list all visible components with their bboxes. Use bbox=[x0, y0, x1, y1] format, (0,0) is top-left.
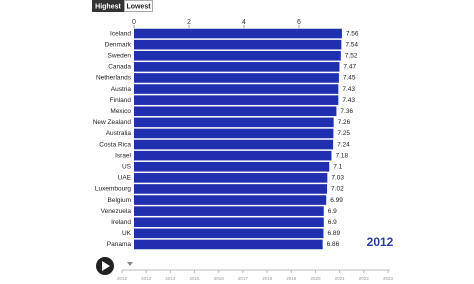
bar bbox=[134, 128, 334, 139]
timeline-label: 2022 bbox=[359, 276, 370, 281]
timeline-label: 2020 bbox=[310, 276, 321, 281]
bar bbox=[134, 117, 334, 128]
value-label: 7.43 bbox=[342, 86, 355, 93]
play-icon[interactable] bbox=[102, 261, 110, 271]
x-tick-label: 6 bbox=[297, 19, 301, 26]
category-label: Ireland bbox=[111, 219, 131, 226]
value-label: 7.03 bbox=[331, 175, 344, 182]
bar bbox=[134, 50, 341, 61]
value-label: 6.9 bbox=[328, 208, 337, 215]
category-label: Sweden bbox=[108, 52, 132, 59]
category-label: UK bbox=[122, 230, 132, 237]
bar bbox=[134, 239, 323, 250]
timeline-label: 2019 bbox=[286, 276, 297, 281]
category-label: Iceland bbox=[110, 30, 131, 37]
timeline-label: 2017 bbox=[238, 276, 249, 281]
category-label: Costa Rica bbox=[99, 141, 131, 148]
timeline-handle[interactable] bbox=[127, 262, 133, 266]
category-label: Belgium bbox=[108, 197, 131, 204]
timeline-label: 2023 bbox=[383, 276, 394, 281]
bar bbox=[134, 95, 339, 105]
category-label: Mexico bbox=[110, 108, 131, 115]
timeline-label: 2014 bbox=[165, 276, 176, 281]
value-label: 7.43 bbox=[342, 97, 355, 104]
timeline-label: 2016 bbox=[214, 276, 225, 281]
bar bbox=[134, 28, 342, 39]
bar bbox=[134, 206, 324, 216]
value-label: 7.24 bbox=[337, 141, 350, 148]
timeline-label: 2015 bbox=[190, 276, 201, 281]
value-label: 7.25 bbox=[337, 130, 350, 137]
value-label: 7.47 bbox=[343, 64, 356, 71]
timeline-label: 2012 bbox=[117, 276, 128, 281]
timeline-label: 2021 bbox=[335, 276, 346, 281]
value-label: 7.02 bbox=[331, 186, 344, 193]
year-annotation: 2012 bbox=[367, 235, 394, 249]
value-label: 7.56 bbox=[346, 30, 359, 37]
timeline-label: 2013 bbox=[141, 276, 152, 281]
category-label: Panama bbox=[107, 241, 132, 248]
bar bbox=[134, 62, 340, 72]
value-label: 7.36 bbox=[340, 108, 353, 115]
lowest-button[interactable] bbox=[124, 0, 153, 12]
bar bbox=[134, 106, 337, 117]
category-label: Canada bbox=[108, 64, 131, 71]
category-label: UAE bbox=[118, 175, 132, 182]
x-tick-label: 0 bbox=[132, 19, 136, 26]
bar bbox=[134, 195, 327, 205]
value-label: 6.9 bbox=[328, 219, 337, 226]
bar bbox=[134, 150, 332, 161]
bar bbox=[134, 217, 324, 228]
category-label: US bbox=[122, 163, 132, 170]
category-label: Israel bbox=[115, 152, 131, 159]
value-label: 6.86 bbox=[327, 241, 340, 248]
category-label: New Zealand bbox=[93, 119, 132, 126]
lowest-label[interactable]: Lowest bbox=[126, 3, 151, 10]
bar bbox=[134, 184, 328, 194]
category-label: Venezuela bbox=[101, 208, 132, 215]
category-label: Netherlands bbox=[96, 75, 132, 82]
value-label: 7.1 bbox=[333, 163, 342, 170]
value-label: 7.52 bbox=[345, 52, 358, 59]
bar bbox=[134, 139, 334, 150]
bar bbox=[134, 73, 339, 83]
bar bbox=[134, 161, 330, 172]
x-tick-label: 4 bbox=[242, 19, 246, 26]
highest-button[interactable] bbox=[92, 0, 124, 12]
bar bbox=[134, 84, 339, 94]
highest-label[interactable]: Highest bbox=[95, 3, 121, 10]
category-label: Luxembourg bbox=[95, 186, 132, 193]
value-label: 7.45 bbox=[343, 75, 356, 82]
value-label: 7.18 bbox=[335, 152, 348, 159]
value-label: 7.54 bbox=[345, 41, 358, 48]
timeline-label: 2018 bbox=[262, 276, 273, 281]
value-label: 6.89 bbox=[327, 230, 340, 237]
category-label: Australia bbox=[106, 130, 132, 137]
bar bbox=[134, 39, 342, 50]
category-label: Finland bbox=[110, 97, 132, 104]
value-label: 7.26 bbox=[338, 119, 351, 126]
category-label: Denmark bbox=[105, 41, 132, 48]
bar bbox=[134, 228, 324, 239]
value-label: 6.99 bbox=[330, 197, 343, 204]
category-label: Austria bbox=[111, 86, 132, 93]
bar bbox=[134, 173, 328, 183]
x-tick-label: 2 bbox=[187, 19, 191, 26]
